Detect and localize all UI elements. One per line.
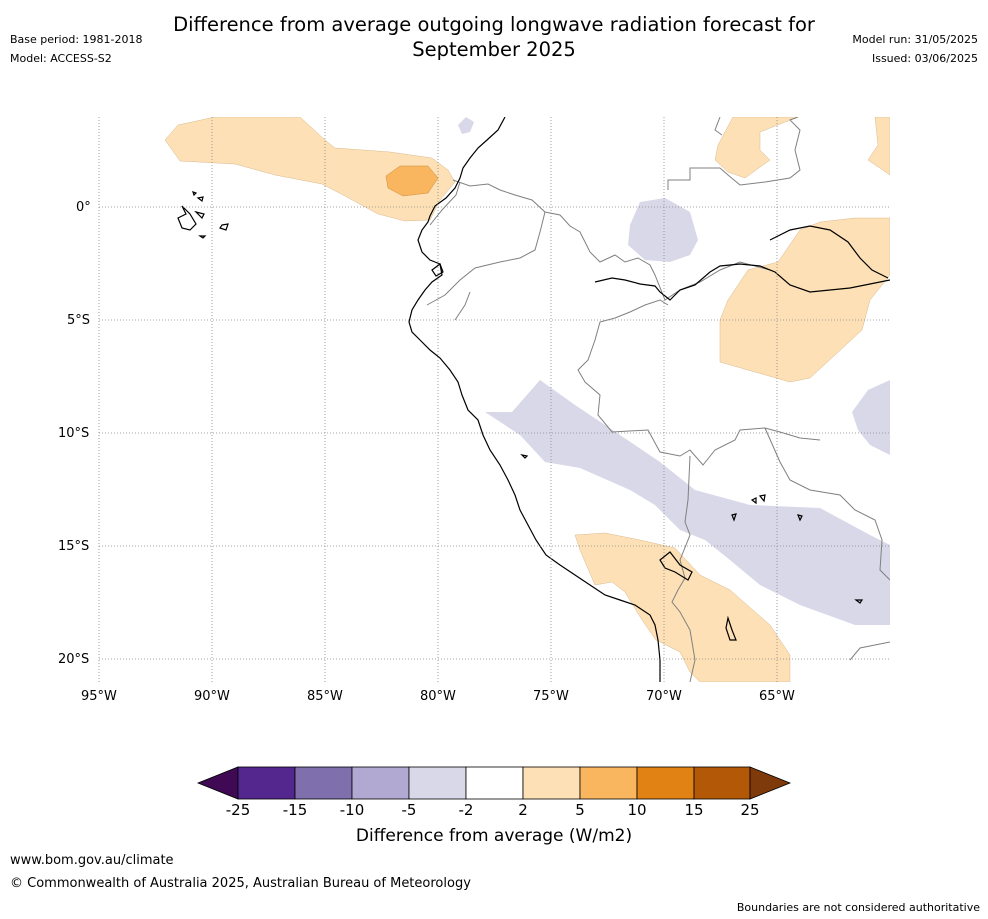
eastern-pacific-core — [385, 165, 439, 197]
eastern-pacific-positive — [164, 117, 456, 222]
base-period: Base period: 1981-2018 — [10, 33, 143, 46]
coastline — [177, 117, 890, 682]
colorbar-bin-7 — [579, 766, 638, 800]
colorbar-bin-9 — [693, 766, 751, 800]
colorbar-bin-8 — [636, 766, 695, 800]
colorbar-label: 25 — [740, 801, 760, 819]
colorbar-label: -5 — [401, 801, 417, 819]
northern-edge-positive — [867, 117, 890, 176]
model-run: Model run: 31/05/2025 — [852, 33, 978, 46]
copyright: © Commonwealth of Australia 2025, Austra… — [10, 876, 471, 891]
colorbar-bin-6 — [522, 766, 581, 800]
colorbar-bin-3 — [351, 766, 410, 800]
colorbar-min-extend — [196, 766, 239, 800]
title-line-2: September 2025 — [412, 38, 576, 61]
lon-tick-70w: 70°W — [646, 689, 682, 704]
colorbar-bin-4 — [408, 766, 467, 800]
colorbar-bin-1 — [237, 766, 296, 800]
colorbar-label: -25 — [225, 801, 251, 819]
colorbar-label: 15 — [684, 801, 704, 819]
colorbar — [196, 766, 792, 800]
lon-tick-95w: 95°W — [81, 689, 117, 704]
colorbar-label: -10 — [339, 801, 365, 819]
colorbar-label: 2 — [518, 801, 528, 819]
colorbar-label: -2 — [458, 801, 474, 819]
lat-tick-15s: 15°S — [58, 539, 90, 554]
lon-tick-90w: 90°W — [194, 689, 230, 704]
colorbar-title: Difference from average (W/m2) — [355, 826, 633, 846]
disclaimer: Boundaries are not considered authoritat… — [736, 901, 980, 914]
lat-tick-20s: 20°S — [58, 652, 90, 667]
website-link[interactable]: www.bom.gov.au/climate — [10, 853, 174, 868]
lon-tick-80w: 80°W — [420, 689, 456, 704]
issued-date: Issued: 03/06/2025 — [871, 52, 978, 65]
southern-peru-bolivia-positive — [574, 532, 791, 682]
colorbar-max-extend — [749, 766, 792, 800]
eastern-negative — [852, 380, 890, 455]
colorbar-bin-2 — [294, 766, 353, 800]
title-line-1: Difference from average outgoing longwav… — [173, 13, 815, 36]
northern-colombia-positive — [714, 117, 799, 179]
lon-tick-85w: 85°W — [307, 689, 343, 704]
gridlines — [98, 117, 890, 682]
colorbar-label: -15 — [282, 801, 308, 819]
page-title: Difference from average outgoing longwav… — [0, 12, 988, 62]
lon-tick-75w: 75°W — [533, 689, 569, 704]
lon-tick-65w: 65°W — [759, 689, 795, 704]
western-amazon-positive — [719, 217, 890, 383]
lat-tick-5s: 5°S — [67, 313, 91, 328]
model-name: Model: ACCESS-S2 — [10, 52, 112, 65]
colombia-negative — [628, 198, 698, 262]
colorbar-bin-5 — [465, 766, 524, 800]
small-negative-north — [458, 117, 474, 134]
colorbar-label: 10 — [627, 801, 647, 819]
lat-tick-10s: 10°S — [58, 426, 90, 441]
lat-tick-0: 0° — [76, 200, 91, 215]
colorbar-label: 5 — [575, 801, 585, 819]
